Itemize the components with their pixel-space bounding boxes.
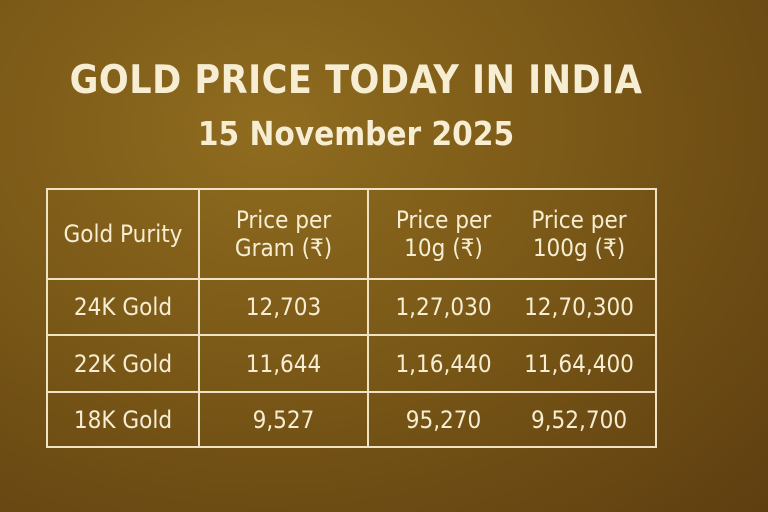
purity-cell: 24K Gold [73,293,173,321]
row-divider [48,278,655,280]
column-header: Price per 10g (₹) [395,206,492,262]
price-cell: 9,52,700 [530,405,628,434]
price-cell: 12,703 [245,293,322,321]
price-cell: 11,644 [245,349,322,378]
price-cell: 1,16,440 [395,349,492,378]
purity-cell: 22K Gold [73,349,173,378]
column-header: Gold Purity [63,220,183,248]
column-divider [367,190,369,446]
gold-price-table: Gold Purity Price per Gram (₹) Price per 1… [46,188,657,448]
column-header: Price per Gram (₹) [234,206,333,262]
price-cell: 12,70,300 [524,293,634,321]
row-divider [48,334,655,336]
column-divider [198,190,200,446]
price-cell: 95,270 [405,405,482,434]
purity-cell: 18K Gold [73,405,173,434]
price-cell: 1,27,030 [395,293,492,321]
column-header: Price per 100g (₹) [531,206,627,262]
price-cell: 11,64,400 [524,349,634,378]
page-title: GOLD PRICE TODAY IN INDIA [69,58,643,103]
date-subtitle: 15 November 2025 [197,114,515,153]
row-divider [48,391,655,393]
price-cell: 9,527 [252,405,315,434]
